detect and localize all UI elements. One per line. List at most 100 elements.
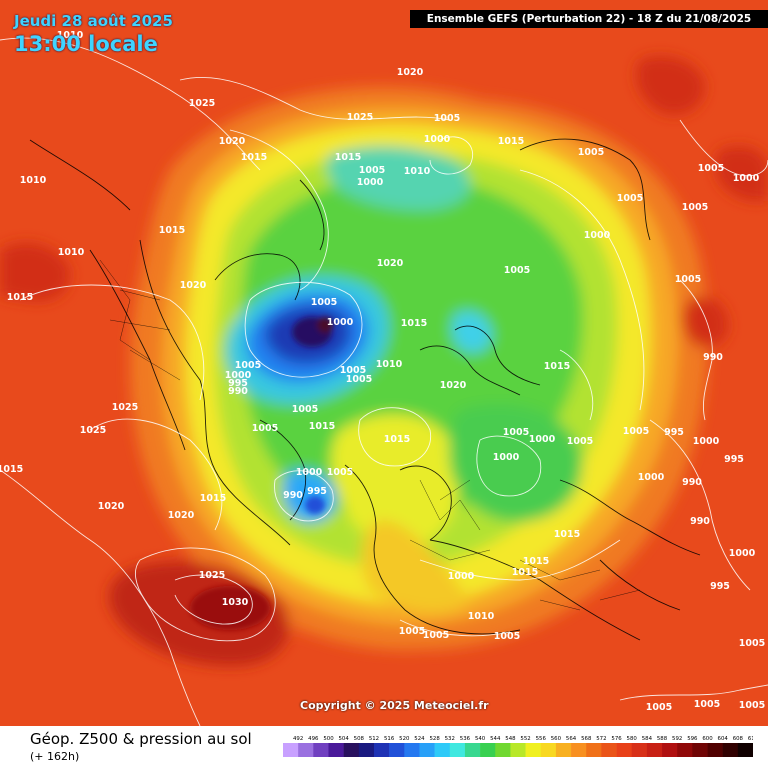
color-swatch xyxy=(601,743,617,757)
isobar-label: 1005 xyxy=(252,423,278,434)
color-scale-label: 592 xyxy=(672,736,682,742)
isobar-label: 1000 xyxy=(693,436,720,447)
isobar-label: 1025 xyxy=(112,402,138,413)
isobar-label: 1000 xyxy=(529,434,556,445)
isobar-label: 1005 xyxy=(311,297,337,308)
isobar-label: 1005 xyxy=(694,699,720,710)
isobar-label: 1005 xyxy=(346,374,372,385)
isobar-label: 1005 xyxy=(578,147,604,158)
color-swatch xyxy=(313,743,329,757)
color-swatch xyxy=(449,743,466,757)
color-swatch xyxy=(464,743,481,757)
isobar-label: 1020 xyxy=(180,280,207,291)
color-swatch xyxy=(404,743,420,757)
isobar-label: 1020 xyxy=(168,510,195,521)
color-scale-label: 612 xyxy=(748,736,753,742)
color-scale-labels: 492 496 500 504 508 512 516 520 524 528 532 536 540 5… xyxy=(293,736,753,742)
isobars xyxy=(0,37,768,726)
isobar-label: 1015 xyxy=(401,318,427,329)
isobar-label: 995 xyxy=(228,378,248,389)
isobar-label: 1010 xyxy=(404,166,431,177)
isobar-label: 1005 xyxy=(494,631,520,642)
color-scale-label: 600 xyxy=(702,736,713,742)
color-scale-label: 564 xyxy=(566,736,577,742)
isobar-label: 1020 xyxy=(440,380,467,391)
isobar-label: 1005 xyxy=(504,265,530,276)
color-scale-label: 608 xyxy=(733,736,744,742)
color-scale-bar: 492 496 500 504 508 512 516 520 524 528 532 536 540 5… xyxy=(283,736,753,757)
color-swatch xyxy=(571,743,587,757)
local-time: 13:00 locale xyxy=(14,32,158,56)
color-scale-label: 596 xyxy=(687,736,698,742)
forecast-hour: (+ 162h) xyxy=(30,750,80,763)
color-swatch xyxy=(328,743,344,757)
color-scale-label: 580 xyxy=(627,736,638,742)
isobar-label: 1005 xyxy=(327,467,353,478)
isobar-label: 1030 xyxy=(222,597,249,608)
isobar-label: 1005 xyxy=(646,702,672,713)
color-swatch xyxy=(662,743,678,757)
color-swatch xyxy=(510,743,526,757)
color-swatch xyxy=(419,743,435,757)
color-scale-label: 504 xyxy=(339,736,350,742)
isobar-label: 1015 xyxy=(384,434,410,445)
color-swatch xyxy=(737,743,753,757)
color-swatch xyxy=(540,743,557,757)
isobar-label: 1025 xyxy=(199,570,225,581)
isobar-label: 1010 xyxy=(376,359,403,370)
isobar-label: 1025 xyxy=(80,425,106,436)
color-swatch xyxy=(677,743,693,757)
isobar-label: 990 xyxy=(682,477,702,488)
color-scale-label: 516 xyxy=(384,736,395,742)
isobar-label: 1015 xyxy=(554,529,580,540)
isobar-label: 1005 xyxy=(675,274,701,285)
isobar-label: 1005 xyxy=(698,163,724,174)
color-scale-label: 560 xyxy=(551,736,562,742)
isobar-label: 1005 xyxy=(617,193,643,204)
isobar-label: 1000 xyxy=(638,472,665,483)
isobar-label: 1015 xyxy=(7,292,33,303)
color-swatch xyxy=(555,743,572,757)
isobar-label: 1020 xyxy=(98,501,125,512)
isobar-label: 1015 xyxy=(335,152,361,163)
isobar-labels: 1010 1025 1020 1025 1005 1000 1015 1005 1020 1015… xyxy=(0,30,765,713)
color-scale-label: 540 xyxy=(475,736,486,742)
color-scale-label: 532 xyxy=(445,736,455,742)
isobar-label: 1020 xyxy=(377,258,404,269)
legend-footer: Géop. Z500 & pression au sol (+ 162h) 49… xyxy=(0,726,768,768)
color-scale-label: 576 xyxy=(611,736,622,742)
isobar-label: 1005 xyxy=(567,436,593,447)
isobar-label: 1005 xyxy=(682,202,708,213)
isobar-label: 1000 xyxy=(733,173,760,184)
run-info-banner: Ensemble GEFS (Perturbation 22) - 18 Z d… xyxy=(410,10,768,28)
product-title: Géop. Z500 & pression au sol xyxy=(30,730,252,748)
isobar-label: 1005 xyxy=(423,630,449,641)
color-scale-label: 512 xyxy=(369,736,379,742)
color-swatch xyxy=(586,743,602,757)
isobar-label: 1000 xyxy=(584,230,611,241)
color-swatch xyxy=(707,743,723,757)
isobar-label: 1000 xyxy=(296,467,323,478)
color-scale-label: 584 xyxy=(642,736,653,742)
color-scale-label: 552 xyxy=(520,736,530,742)
isobar-label: 1000 xyxy=(729,548,756,559)
color-swatch xyxy=(373,743,390,757)
isobar-label: 1015 xyxy=(523,556,549,567)
isobar-label: 995 xyxy=(664,427,684,438)
isobar-label: 990 xyxy=(228,386,248,397)
color-swatch xyxy=(525,743,542,757)
isobar-label: 990 xyxy=(703,352,723,363)
isobar-label: 1015 xyxy=(498,136,524,147)
isobar-label: 1000 xyxy=(448,571,475,582)
color-scale-label: 572 xyxy=(596,736,606,742)
color-scale-label: 500 xyxy=(323,736,334,742)
color-scale-label: 528 xyxy=(429,736,440,742)
color-scale-label: 536 xyxy=(460,736,471,742)
color-swatch xyxy=(343,743,360,757)
isobar-label: 995 xyxy=(307,486,327,497)
isobar-label: 1015 xyxy=(241,152,267,163)
color-scale-swatches xyxy=(283,743,753,757)
isobar-label: 1005 xyxy=(739,700,765,711)
isobar-label: 990 xyxy=(283,490,303,501)
